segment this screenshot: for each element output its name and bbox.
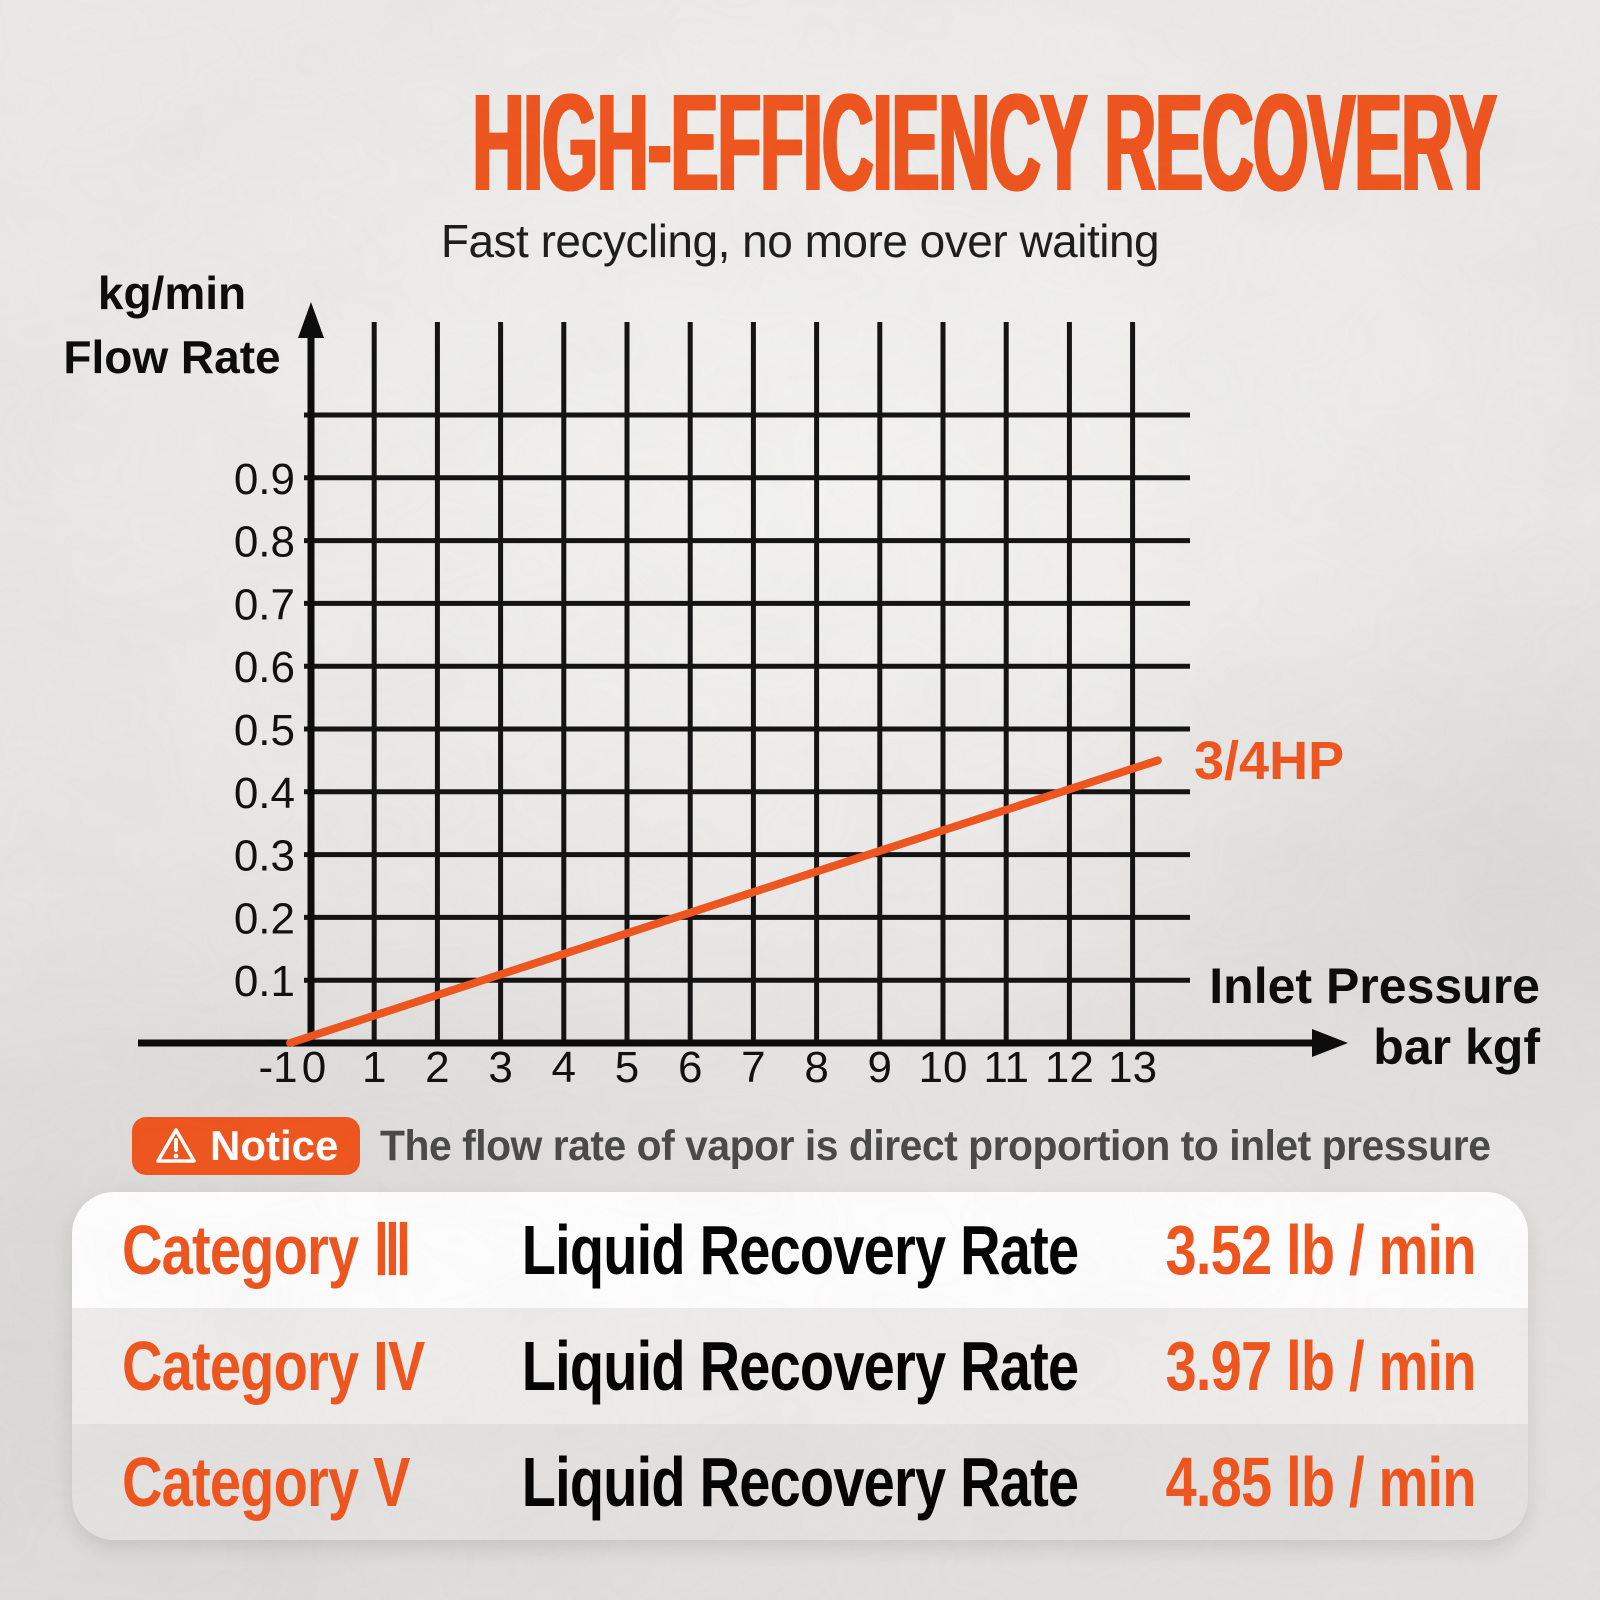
series-line-3-4hp [286, 756, 1162, 1047]
table-row: Category V Liquid Recovery Rate 4.85 lb … [72, 1424, 1528, 1540]
svg-text:9: 9 [868, 1043, 892, 1092]
row-category: Category Ⅲ [122, 1211, 412, 1289]
table-row: Category IV Liquid Recovery Rate 3.97 lb… [72, 1308, 1528, 1424]
svg-text:0.3: 0.3 [234, 832, 295, 881]
row-value: 3.52 lb / min [1165, 1211, 1477, 1289]
svg-text:0.1: 0.1 [234, 957, 295, 1006]
row-metric: Liquid Recovery Rate [521, 1443, 1079, 1521]
notice-badge: Notice [132, 1117, 361, 1175]
notice-text: The flow rate of vapor is direct proport… [380, 1121, 1491, 1170]
row-value: 4.85 lb / min [1165, 1443, 1477, 1521]
notice-badge-label: Notice [210, 1122, 339, 1169]
svg-text:0.6: 0.6 [234, 643, 295, 692]
svg-text:0.4: 0.4 [234, 769, 295, 818]
svg-text:0.8: 0.8 [234, 518, 295, 567]
x-axis-arrow [1312, 1029, 1348, 1057]
svg-text:5: 5 [615, 1043, 639, 1092]
recovery-rate-table: Category Ⅲ Liquid Recovery Rate 3.52 lb … [72, 1192, 1528, 1540]
svg-text:8: 8 [804, 1043, 828, 1092]
notice-bar: Notice The flow rate of vapor is direct … [132, 1117, 1549, 1175]
series-label: 3/4HP [1194, 731, 1344, 791]
y-tick-labels: 0.1 0.2 0.3 0.4 0.5 0.6 0.7 0.8 0.9 [234, 455, 295, 1006]
svg-text:7: 7 [741, 1043, 765, 1092]
svg-text:3: 3 [488, 1043, 512, 1092]
row-metric: Liquid Recovery Rate [521, 1211, 1079, 1289]
svg-text:12: 12 [1045, 1043, 1094, 1092]
svg-text:11: 11 [983, 1043, 1029, 1092]
svg-text:1: 1 [362, 1043, 386, 1092]
y-axis-arrow [298, 302, 324, 338]
grid-vertical-lines [371, 322, 1136, 1043]
svg-text:13: 13 [1108, 1043, 1157, 1092]
row-category: Category IV [122, 1327, 425, 1405]
svg-text:0: 0 [302, 1043, 326, 1092]
svg-text:4: 4 [552, 1043, 576, 1092]
warning-icon [156, 1128, 196, 1163]
svg-text:10: 10 [919, 1043, 968, 1092]
row-category: Category V [122, 1443, 410, 1521]
x-tick-labels: -1 0 1 2 3 4 5 6 7 8 9 10 11 12 13 [258, 1043, 1157, 1092]
svg-text:-1: -1 [258, 1043, 297, 1092]
svg-text:0.9: 0.9 [234, 455, 295, 504]
svg-text:6: 6 [678, 1043, 702, 1092]
svg-text:0.2: 0.2 [234, 894, 295, 943]
row-metric: Liquid Recovery Rate [521, 1327, 1079, 1405]
svg-text:0.5: 0.5 [234, 706, 295, 755]
row-value: 3.97 lb / min [1165, 1327, 1477, 1405]
svg-text:0.7: 0.7 [234, 580, 295, 629]
svg-text:2: 2 [425, 1043, 449, 1092]
table-row: Category Ⅲ Liquid Recovery Rate 3.52 lb … [72, 1192, 1528, 1308]
